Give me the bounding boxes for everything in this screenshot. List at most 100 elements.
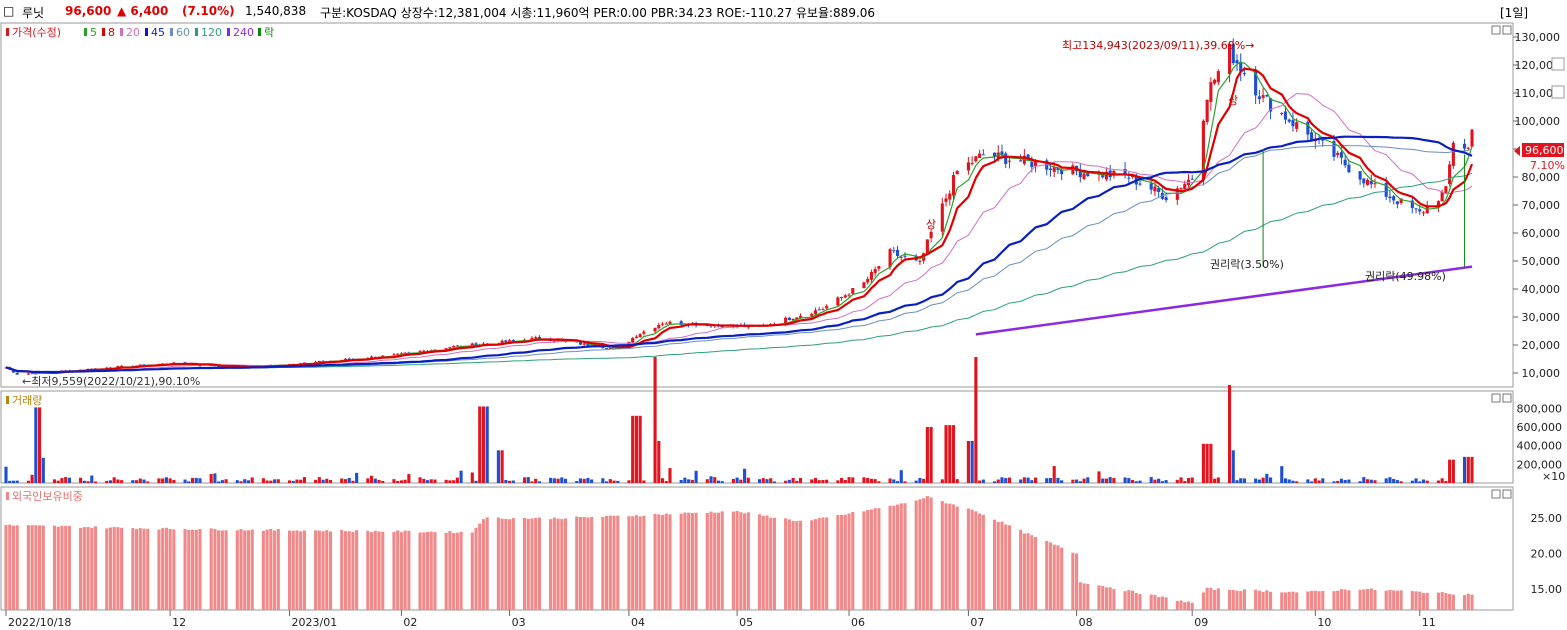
foreign-ratio-bar — [735, 510, 739, 610]
foreign-ratio-bar — [1373, 590, 1377, 610]
volume-bar — [616, 480, 620, 483]
foreign-ratio-bar — [746, 512, 750, 610]
minimize-icon[interactable] — [1491, 393, 1501, 403]
candle-body — [1164, 197, 1168, 201]
volume-bar — [974, 357, 978, 483]
candle-body — [1339, 152, 1343, 158]
legend-ma60: 60 — [176, 26, 190, 39]
foreign-ratio-bar — [843, 514, 847, 610]
foreign-ratio-bar — [1201, 592, 1205, 610]
volume-bar — [1134, 481, 1138, 483]
volume-bar — [1358, 481, 1362, 483]
volume-panel-controls[interactable] — [1491, 393, 1512, 403]
minimize-icon[interactable] — [1491, 489, 1501, 499]
volume-bar — [631, 415, 635, 483]
volume-series — [4, 357, 1474, 483]
candle-body — [791, 318, 795, 321]
foreign-ratio-bar — [41, 525, 45, 610]
volume-bar — [224, 479, 228, 483]
foreign-ratio-bar — [1451, 594, 1455, 610]
foreign-ratio-bar — [522, 517, 527, 610]
foreign-ratio-bar — [105, 528, 109, 610]
foreign-ratio-bar — [840, 514, 844, 610]
foreign-ratio-bar — [1060, 547, 1064, 610]
foreign-ratio-bar — [4, 525, 8, 610]
foreign-ratio-bar — [459, 531, 463, 610]
volume-bar — [1365, 479, 1370, 483]
stock-chart[interactable]: 130,000120,000110,000100,00090,00080,000… — [0, 22, 1567, 630]
candle-body — [1201, 120, 1205, 180]
foreign-panel-controls[interactable] — [1491, 489, 1512, 499]
volume-bar — [429, 479, 433, 483]
foreign-ratio-bar — [929, 497, 933, 610]
select-checkbox[interactable]: □ — [3, 4, 15, 18]
volume-bar — [601, 478, 605, 483]
price-axis-label: 20,000 — [1522, 339, 1561, 352]
volume-bar — [105, 480, 109, 483]
foreign-ratio-bar — [664, 513, 668, 610]
volume-bar — [537, 481, 541, 483]
volume-bar — [392, 479, 396, 483]
close-icon[interactable] — [1502, 489, 1512, 499]
candle-body — [1123, 168, 1127, 176]
scroll-up-icon[interactable] — [1551, 57, 1565, 71]
volume-bar — [996, 479, 1000, 483]
foreign-ratio-bar — [1231, 589, 1235, 610]
volume-bar — [1280, 466, 1284, 483]
foreign-ratio-bar — [183, 529, 187, 610]
candle-body — [217, 366, 221, 368]
volume-bar — [1127, 478, 1131, 483]
volume-bar — [120, 480, 124, 483]
volume-bar — [992, 481, 997, 483]
candle-body — [660, 323, 665, 325]
foreign-ratio-bar — [970, 509, 974, 610]
foreign-ratio-bar — [851, 511, 855, 610]
foreign-ratio-bar — [642, 515, 646, 610]
minimize-icon[interactable] — [1491, 25, 1501, 35]
right-scroll-arrows[interactable] — [1551, 57, 1565, 99]
scroll-icon[interactable] — [1551, 85, 1565, 99]
foreign-ratio-bar — [511, 517, 515, 610]
foreign-ratio-bar — [295, 530, 299, 610]
candle-body — [448, 347, 452, 349]
foreign-ratio-bar — [657, 514, 661, 610]
volume-bar — [67, 477, 71, 483]
foreign-ratio-bar — [903, 503, 907, 610]
volume-bar — [970, 441, 974, 483]
period-selector[interactable]: [1일] — [1500, 6, 1529, 20]
foreign-ratio-bar — [668, 514, 672, 610]
candle-body — [1086, 173, 1090, 177]
foreign-ratio-bar — [455, 532, 459, 610]
foreign-ratio-bar — [302, 530, 306, 610]
x-axis-label: 11 — [1422, 616, 1436, 629]
foreign-ratio-bar — [925, 496, 929, 610]
volume-bar — [795, 480, 799, 483]
price-change: ▲ 6,400 — [117, 4, 169, 18]
foreign-ratio-bar — [112, 526, 116, 610]
foreign-ratio-bar — [314, 530, 318, 610]
volume-bar — [52, 479, 57, 483]
foreign-ratio-bar — [1205, 587, 1209, 610]
foreign-ratio-bar — [60, 526, 64, 610]
x-axis-label: 05 — [739, 616, 753, 629]
close-icon[interactable] — [1502, 25, 1512, 35]
foreign-ratio-bar — [422, 532, 426, 610]
stock-name: 루닛 — [22, 6, 45, 20]
price-axis-label: 80,000 — [1522, 171, 1561, 184]
foreign-ratio-bar — [1000, 521, 1004, 610]
volume-bar — [1313, 478, 1317, 483]
volume-bar — [757, 479, 762, 483]
candle-body — [511, 339, 515, 341]
close-icon[interactable] — [1502, 393, 1512, 403]
volume-bar — [1235, 480, 1239, 483]
volume-bar — [261, 478, 265, 483]
foreign-ratio-bar — [1048, 542, 1053, 610]
volume-bar — [877, 481, 881, 483]
price-panel-controls[interactable] — [1491, 25, 1512, 35]
foreign-ratio-bar — [220, 530, 224, 610]
volume-bar — [161, 478, 165, 483]
foreign-ratio-bar — [955, 506, 959, 610]
foreign-ratio-bar — [679, 513, 683, 610]
foreign-ratio-bar — [981, 514, 985, 610]
volume-bar — [250, 477, 254, 483]
